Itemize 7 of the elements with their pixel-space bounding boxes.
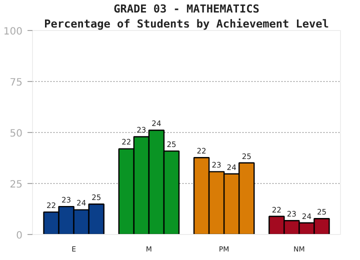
y-tick-label: 50 bbox=[10, 128, 23, 140]
y-tick-label: 100 bbox=[3, 26, 23, 38]
chart-title: GRADE 03 - MATHEMATICS bbox=[114, 2, 260, 16]
chart-subtitle: Percentage of Students by Achievement Level bbox=[44, 18, 329, 30]
y-tick-label: 25 bbox=[10, 180, 23, 190]
y-tick-label: 75 bbox=[10, 78, 23, 88]
y-tick-label: 0 bbox=[16, 230, 23, 242]
